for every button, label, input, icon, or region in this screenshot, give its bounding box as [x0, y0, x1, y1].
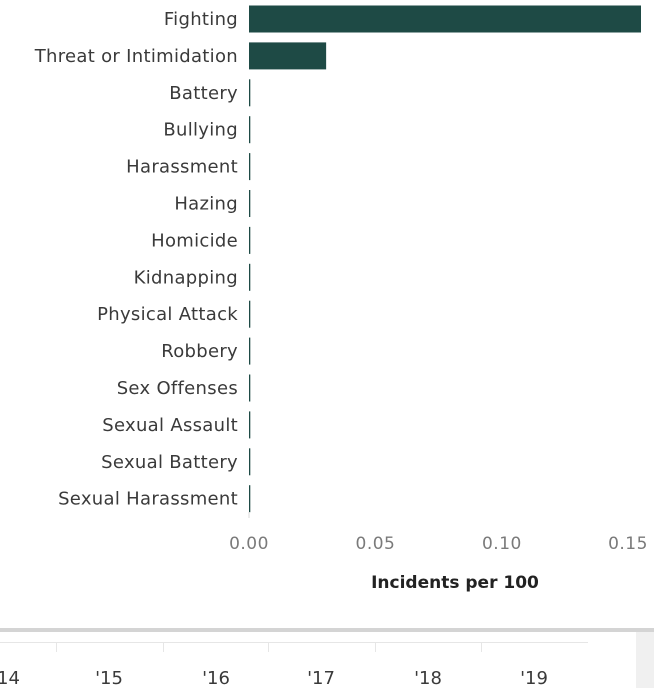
- category-label: Sexual Battery: [101, 452, 238, 473]
- timeline-year[interactable]: '19: [520, 668, 548, 689]
- bar[interactable]: [249, 485, 251, 513]
- bar[interactable]: [249, 116, 251, 144]
- x-axis-title: Incidents per 100: [371, 573, 539, 593]
- bar[interactable]: [249, 263, 251, 291]
- category-label: Sex Offenses: [117, 378, 238, 399]
- bar[interactable]: [249, 374, 251, 402]
- bar[interactable]: [249, 411, 251, 439]
- timeline-track: [0, 642, 588, 643]
- timeline-year[interactable]: '15: [95, 668, 123, 689]
- timeline-tick: [481, 642, 482, 652]
- category-label: Threat or Intimidation: [34, 46, 238, 67]
- category-label: Fighting: [164, 9, 238, 30]
- bars: [249, 5, 641, 513]
- bar[interactable]: [249, 79, 251, 107]
- timeline-scrubber[interactable]: '14 '15 '16 '17 '18 '19: [0, 628, 654, 689]
- category-labels: Fighting Threat or Intimidation Battery Bul…: [34, 9, 238, 510]
- bar[interactable]: [249, 190, 251, 217]
- category-label: Kidnapping: [134, 267, 238, 288]
- x-axis-ticks: 0.00 0.05 0.10 0.15: [229, 534, 648, 554]
- bar[interactable]: [249, 448, 251, 476]
- timeline-tick: [375, 642, 376, 652]
- bar-chart: Fighting Threat or Intimidation Battery Bul…: [34, 5, 648, 593]
- bar[interactable]: [249, 153, 251, 181]
- category-label: Sexual Assault: [102, 415, 238, 436]
- timeline-year[interactable]: '16: [202, 668, 230, 689]
- timeline-tick: [56, 642, 57, 652]
- bar[interactable]: [249, 5, 641, 33]
- timeline-year[interactable]: '17: [307, 668, 335, 689]
- category-label: Harassment: [126, 157, 238, 178]
- category-label: Physical Attack: [97, 304, 238, 325]
- x-tick-label: 0.15: [608, 534, 648, 554]
- bar[interactable]: [249, 226, 251, 254]
- category-label: Robbery: [161, 341, 238, 362]
- timeline-tick: [163, 642, 164, 652]
- bar[interactable]: [249, 42, 327, 70]
- bar[interactable]: [249, 337, 251, 365]
- x-tick-label: 0.05: [356, 534, 396, 554]
- category-label: Bullying: [163, 120, 238, 141]
- category-label: Hazing: [174, 194, 238, 215]
- timeline-year[interactable]: '14: [0, 668, 20, 689]
- timeline-scrollbar[interactable]: [636, 632, 654, 688]
- timeline-tick: [268, 642, 269, 652]
- category-label: Battery: [169, 83, 238, 104]
- category-label: Sexual Harassment: [58, 489, 238, 510]
- x-tick-label: 0.10: [482, 534, 522, 554]
- x-tick-label: 0.00: [229, 534, 269, 554]
- bar[interactable]: [249, 300, 251, 328]
- timeline-year[interactable]: '18: [414, 668, 442, 689]
- category-label: Homicide: [151, 230, 238, 251]
